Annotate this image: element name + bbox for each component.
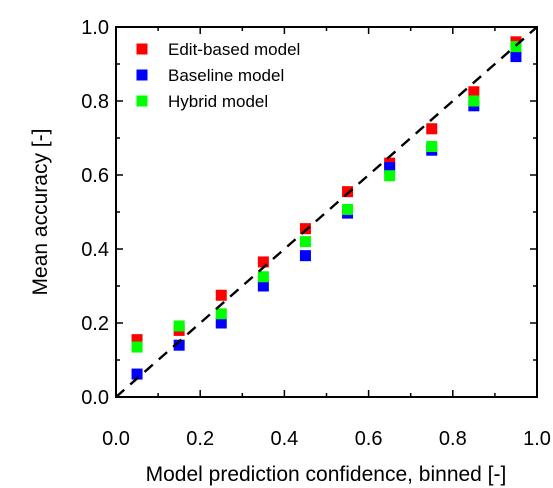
data-point	[299, 236, 311, 248]
data-point	[257, 256, 269, 268]
legend-label: Baseline model	[168, 66, 284, 85]
x-tick-label: 0.2	[186, 428, 214, 450]
data-point	[468, 86, 480, 98]
y-tick-label: 1.0	[81, 17, 109, 39]
y-axis-title: Mean accuracy [-]	[29, 129, 52, 296]
x-tick-label: 0.8	[439, 428, 467, 450]
legend-marker	[136, 95, 148, 107]
y-tick-label: 0.6	[81, 165, 109, 187]
data-point	[342, 203, 354, 215]
x-axis-title: Model prediction confidence, binned [-]	[146, 463, 507, 486]
data-point	[342, 186, 354, 198]
data-point	[510, 51, 522, 63]
axis-ticks: 0.0 0.2 0.4 0.6 0.8 1.0 0.0 0.2 0.4 0.6 0.8 1.0	[81, 17, 551, 450]
y-tick-label: 0.8	[81, 91, 109, 113]
data-point	[468, 95, 480, 107]
data-point	[173, 320, 185, 332]
data-point	[131, 334, 143, 346]
data-point	[426, 123, 438, 135]
data-point	[173, 339, 185, 351]
data-point	[257, 280, 269, 292]
data-point	[384, 170, 396, 182]
legend-marker	[136, 43, 148, 55]
data-point	[131, 368, 143, 380]
data-point	[215, 289, 227, 301]
x-tick-label: 0.4	[270, 428, 298, 450]
data-point	[299, 223, 311, 235]
data-point	[426, 141, 438, 153]
data-point	[215, 317, 227, 329]
y-tick-label: 0.4	[81, 239, 109, 261]
data-point	[131, 341, 143, 353]
data-point	[299, 250, 311, 262]
y-tick-label: 0.2	[81, 313, 109, 335]
y-tick-label: 0.0	[81, 387, 109, 409]
legend-label: Hybrid model	[168, 92, 268, 111]
x-tick-label: 0.0	[102, 428, 130, 450]
data-point	[510, 41, 522, 53]
x-tick-label: 1.0	[523, 428, 551, 450]
data-point	[215, 308, 227, 320]
legend-marker	[136, 69, 148, 81]
x-tick-label: 0.6	[355, 428, 383, 450]
data-point	[257, 271, 269, 283]
legend: Edit-based model Baseline model Hybrid mod…	[136, 40, 300, 111]
data-marks	[131, 36, 522, 380]
data-point	[384, 162, 396, 174]
legend-label: Edit-based model	[168, 40, 300, 59]
